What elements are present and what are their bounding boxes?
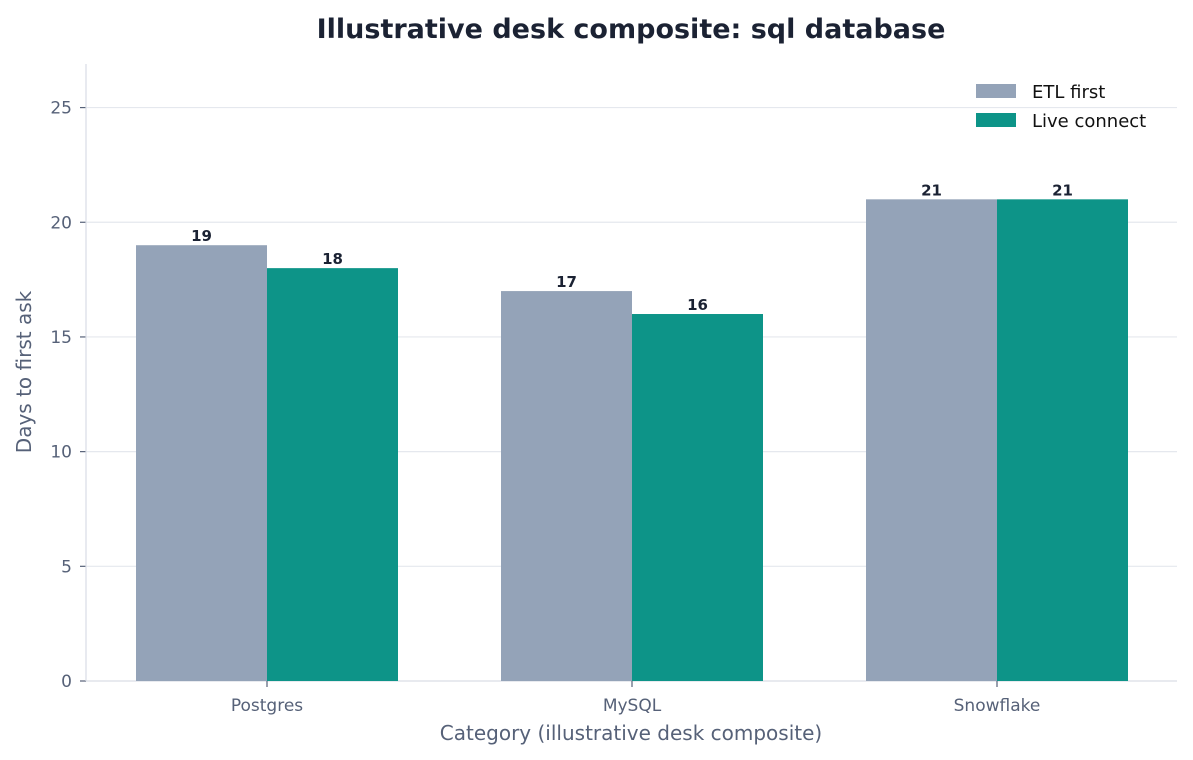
y-tick-label: 15 <box>50 328 72 348</box>
x-axis-label: Category (illustrative desk composite) <box>440 721 822 745</box>
bar-etl-first <box>866 199 997 681</box>
bar-value-label: 19 <box>191 227 212 245</box>
y-tick-label: 0 <box>61 672 72 692</box>
y-axis-label: Days to first ask <box>12 290 36 453</box>
x-tick-label: Postgres <box>231 696 303 716</box>
bar-value-label: 16 <box>687 296 708 314</box>
y-tick-label: 5 <box>61 557 72 577</box>
y-tick-label: 10 <box>50 443 72 463</box>
legend: ETL first Live connect <box>976 82 1146 132</box>
x-tick-label: MySQL <box>603 696 662 716</box>
bar-etl-first <box>136 245 267 681</box>
legend-label: Live connect <box>1032 111 1146 132</box>
bar-value-label: 18 <box>322 250 343 268</box>
bars <box>136 199 1128 681</box>
bar-value-label: 21 <box>1052 181 1073 199</box>
bar-live-connect <box>997 199 1128 681</box>
legend-swatch <box>976 113 1016 127</box>
bar-etl-first <box>501 291 632 681</box>
y-tick-labels: 0 5 10 15 20 25 <box>50 99 72 692</box>
legend-label: ETL first <box>1032 82 1105 103</box>
bar-value-label: 21 <box>921 181 942 199</box>
data-labels: 19 18 17 16 21 21 <box>191 181 1073 314</box>
legend-swatch <box>976 84 1016 98</box>
y-tick-label: 25 <box>50 99 72 119</box>
chart-title: Illustrative desk composite: sql databas… <box>317 14 946 45</box>
bar-live-connect <box>632 314 763 681</box>
x-tick-labels: Postgres MySQL Snowflake <box>231 696 1041 716</box>
y-tick-label: 20 <box>50 213 72 233</box>
x-tick-label: Snowflake <box>954 696 1041 716</box>
bar-live-connect <box>267 268 398 681</box>
bar-value-label: 17 <box>556 273 577 291</box>
